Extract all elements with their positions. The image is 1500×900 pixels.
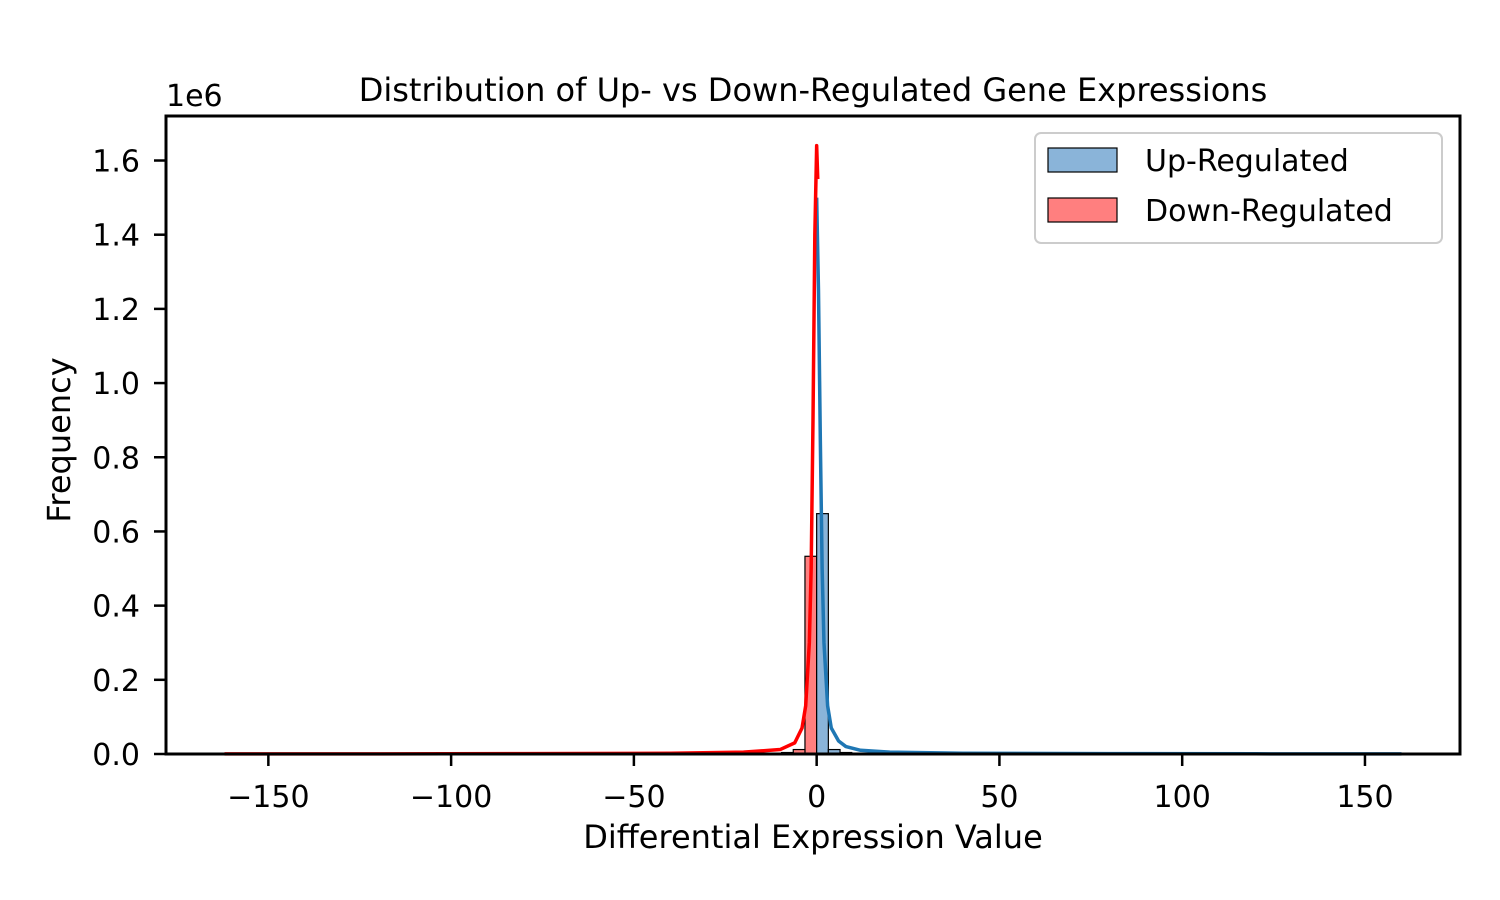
chart-title: Distribution of Up- vs Down-Regulated Ge…: [359, 71, 1268, 109]
y-axis-offset-text: 1e6: [166, 79, 223, 114]
x-axis-label: Differential Expression Value: [583, 818, 1043, 856]
y-tick-label: 1.0: [92, 367, 140, 402]
x-tick-label: 50: [980, 780, 1018, 815]
legend-swatch-down-regulated: [1047, 197, 1118, 223]
y-axis: 0.0 0.2 0.4 0.6 0.8 1.0 1.2 1.4 1.6: [92, 145, 166, 773]
legend: Up-Regulated Down-Regulated: [1034, 132, 1443, 244]
y-tick-label: 0.2: [92, 664, 140, 699]
x-tick-label: −100: [410, 780, 492, 815]
x-tick-label: −50: [602, 780, 665, 815]
legend-swatch-up-regulated: [1047, 147, 1118, 173]
y-tick-label: 0.6: [92, 515, 140, 550]
x-axis: −150 −100 −50 0 50 100 150: [227, 754, 1394, 815]
x-tick-label: 100: [1154, 780, 1211, 815]
y-tick-label: 1.6: [92, 145, 140, 180]
y-tick-label: 0.0: [92, 738, 140, 773]
legend-label-down-regulated: Down-Regulated: [1145, 194, 1393, 229]
x-tick-label: 0: [807, 780, 826, 815]
y-tick-label: 0.4: [92, 590, 140, 625]
y-tick-label: 1.4: [92, 219, 140, 254]
y-axis-label: Frequency: [40, 357, 78, 522]
x-tick-label: −150: [227, 780, 309, 815]
y-tick-label: 0.8: [92, 441, 140, 476]
y-tick-label: 1.2: [92, 293, 140, 328]
legend-box: [1034, 132, 1443, 244]
legend-label-up-regulated: Up-Regulated: [1145, 144, 1349, 179]
plot-frame: [164, 114, 1462, 756]
x-tick-label: 150: [1336, 780, 1393, 815]
